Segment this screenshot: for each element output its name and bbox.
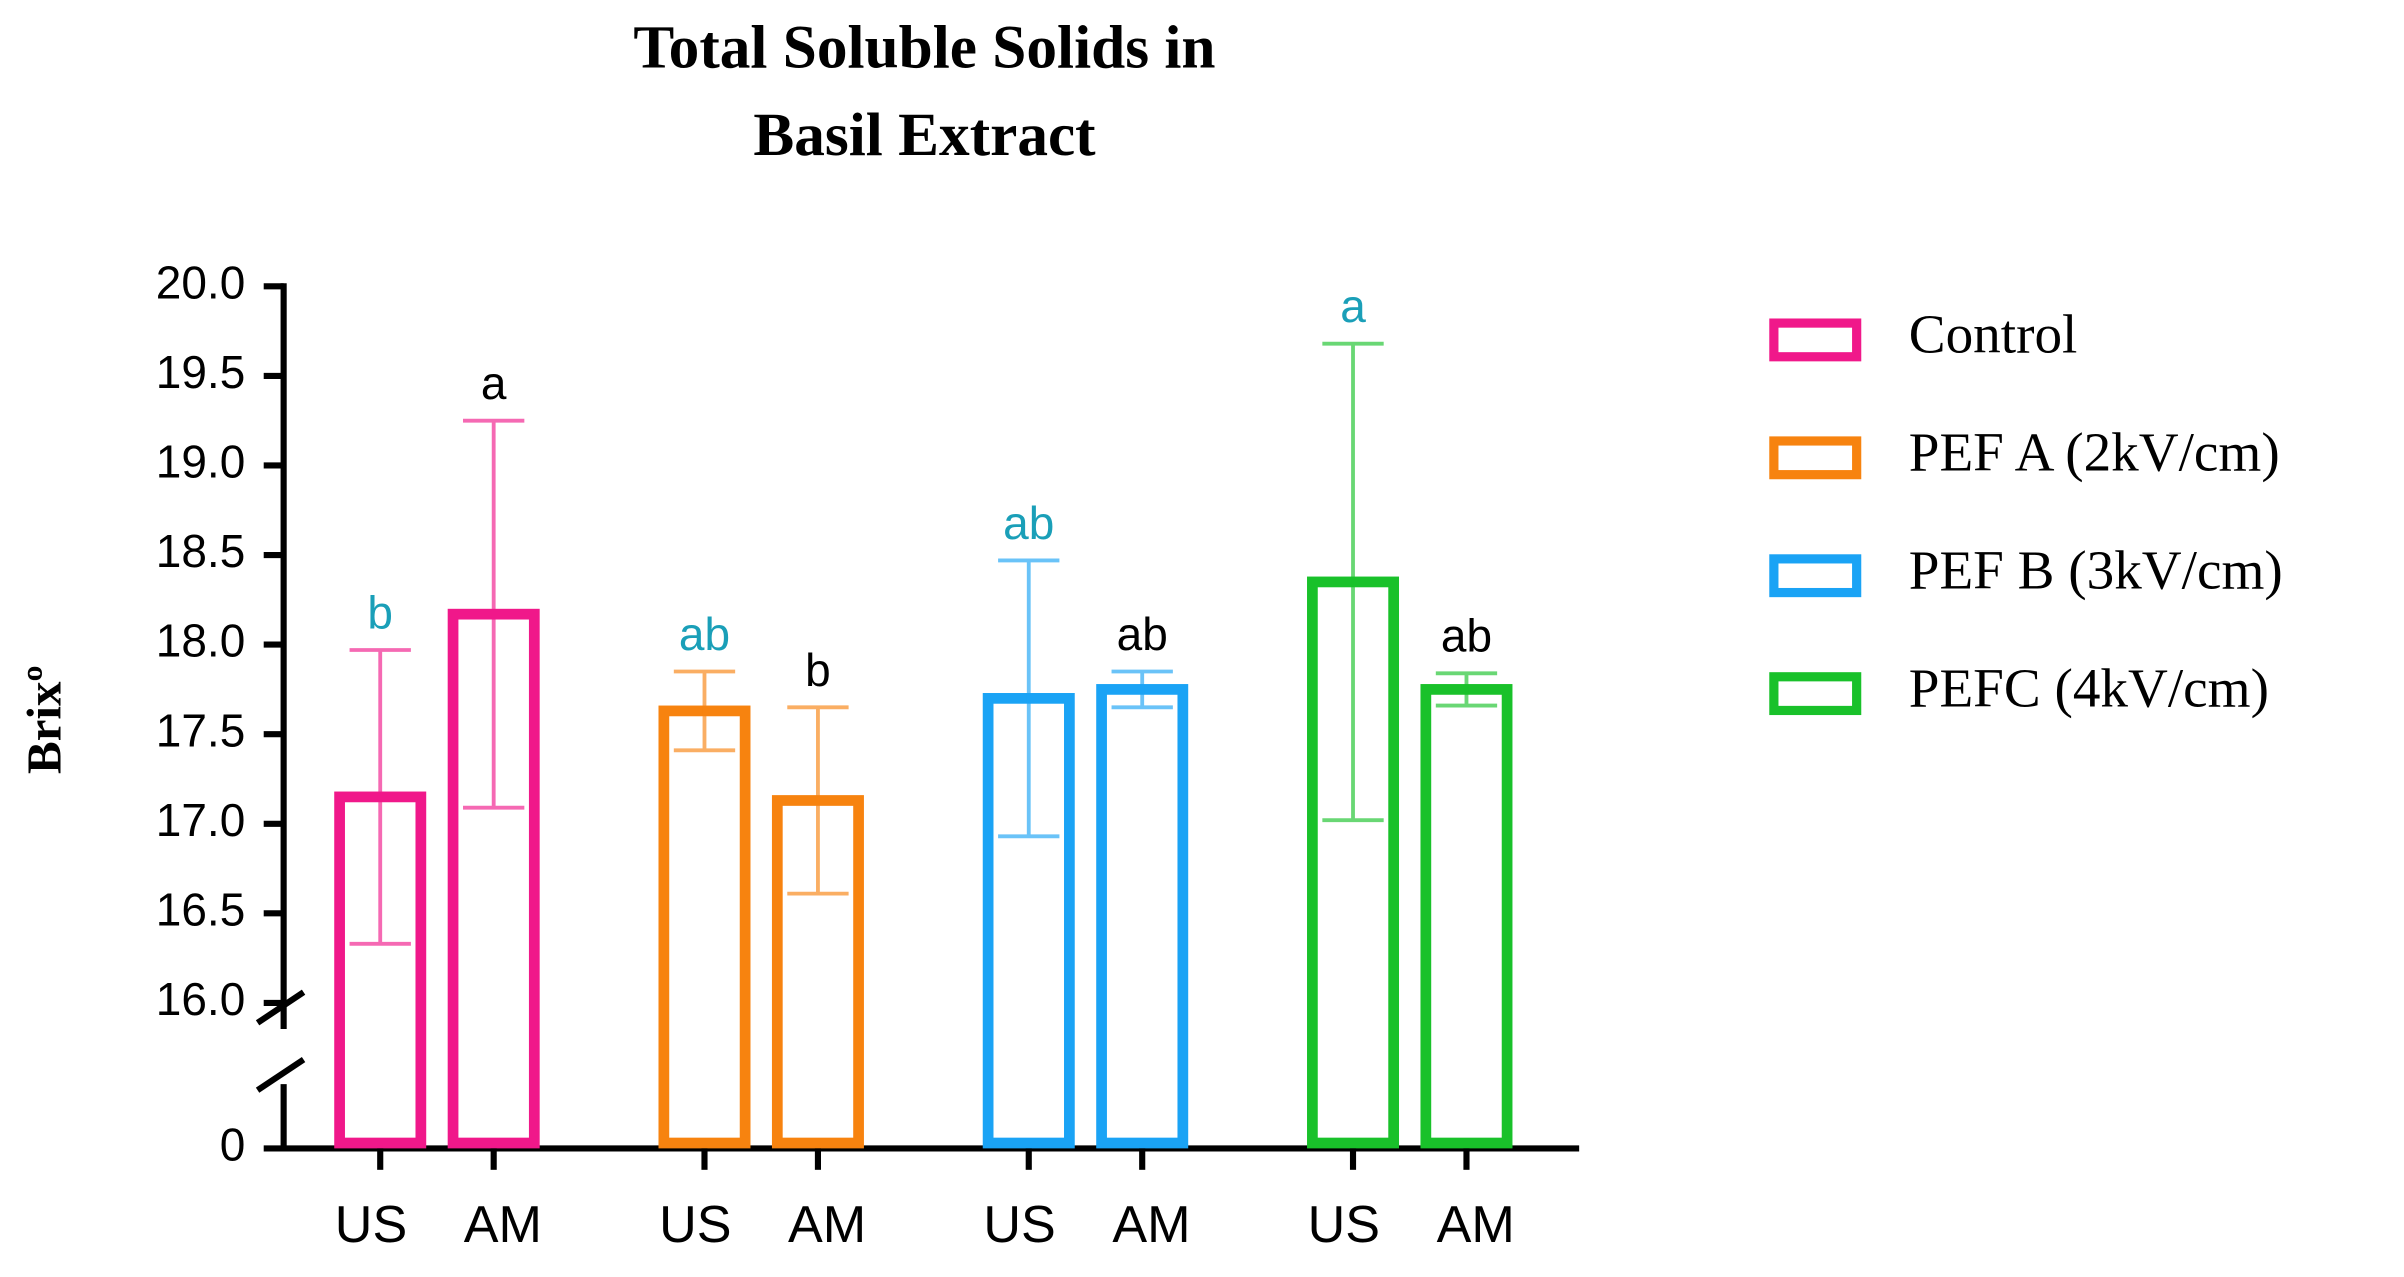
x-tick-label: US xyxy=(1308,1196,1380,1254)
x-tick-label: AM xyxy=(1437,1196,1515,1254)
significance-letter: a xyxy=(1340,280,1366,332)
legend-label: PEF A (2kV/cm) xyxy=(1909,422,2280,483)
y-tick-label: 18.5 xyxy=(156,525,246,577)
significance-letter: ab xyxy=(1441,610,1492,662)
legend-swatch xyxy=(1769,436,1862,480)
bar xyxy=(658,705,751,1149)
y-tick-label: 17.5 xyxy=(156,704,246,756)
legend-swatch xyxy=(1769,554,1862,598)
significance-letter: b xyxy=(367,586,393,638)
chart-title: Total Soluble Solids in xyxy=(633,14,1215,82)
y-tick-label: 20.0 xyxy=(156,256,246,308)
bar xyxy=(1096,684,1189,1149)
axis-break xyxy=(255,1057,306,1093)
y-tick-label: 0 xyxy=(220,1119,246,1171)
error-bar xyxy=(463,418,525,810)
y-tick-label: 17.0 xyxy=(156,794,246,846)
error-bar xyxy=(787,705,849,896)
significance-letter: a xyxy=(481,357,507,409)
significance-letter: b xyxy=(805,644,831,696)
legend-label: Control xyxy=(1909,304,2078,365)
significance-letter: ab xyxy=(1117,608,1168,660)
y-tick-label: 16.5 xyxy=(156,884,246,936)
error-bar xyxy=(998,558,1060,839)
x-tick-label: AM xyxy=(464,1196,542,1254)
y-tick-label: 19.5 xyxy=(156,346,246,398)
bar xyxy=(1420,684,1513,1149)
x-tick-label: AM xyxy=(1112,1196,1190,1254)
legend-swatch xyxy=(1769,318,1862,362)
legend-label: PEF B (3kV/cm) xyxy=(1909,539,2283,600)
error-bar xyxy=(1322,341,1384,823)
significance-letter: ab xyxy=(1003,497,1054,549)
x-tick-label: AM xyxy=(788,1196,866,1254)
legend-swatch xyxy=(1769,672,1862,716)
error-bar xyxy=(1111,669,1173,710)
y-tick-label: 18.0 xyxy=(156,615,246,667)
x-tick-label: US xyxy=(983,1196,1055,1254)
legend-label: PEFC (4kV/cm) xyxy=(1909,657,2269,718)
error-bar xyxy=(673,669,736,753)
significance-letter: ab xyxy=(679,608,730,660)
x-tick-label: US xyxy=(659,1196,731,1254)
y-tick-label: 16.0 xyxy=(156,973,246,1025)
chart-title: Basil Extract xyxy=(753,101,1096,169)
axis-break xyxy=(255,989,306,1026)
y-axis-label: Brixº xyxy=(16,665,71,774)
error-bar xyxy=(349,648,411,946)
error-bar xyxy=(1435,671,1498,708)
x-tick-label: US xyxy=(335,1196,407,1254)
y-tick-label: 19.0 xyxy=(156,436,246,488)
